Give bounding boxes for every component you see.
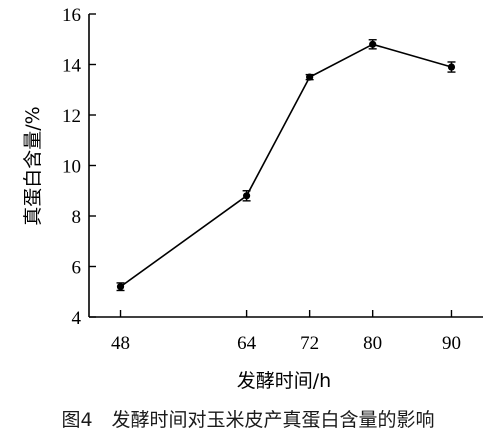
- data-point: [243, 192, 251, 200]
- y-axis-title: 真蛋白含量/%: [22, 106, 44, 225]
- series: [116, 39, 456, 292]
- y-tick-label: 16: [62, 5, 81, 26]
- ticks: 4 6 8 10 12 14 16 48 64 72 80 90: [62, 5, 461, 354]
- x-tick-label: 48: [111, 333, 130, 354]
- x-tick-label: 90: [442, 333, 461, 354]
- y-tick-label: 4: [72, 308, 82, 329]
- y-tick-label: 10: [62, 157, 81, 178]
- y-tick-label: 6: [72, 258, 82, 279]
- series-line: [120, 43, 452, 288]
- y-tick-label: 12: [62, 106, 81, 127]
- data-point: [447, 63, 456, 71]
- x-tick-label: 64: [237, 333, 257, 354]
- data-point: [306, 73, 314, 81]
- y-tick-label: 14: [62, 56, 82, 77]
- x-axis-title: 发酵时间/h: [237, 370, 331, 392]
- x-tick-label: 80: [363, 333, 382, 354]
- y-tick-label: 8: [72, 207, 82, 228]
- data-point: [116, 283, 125, 291]
- data-point: [369, 40, 377, 48]
- figure-caption: 图4 发酵时间对玉米皮产真蛋白含量的影响: [61, 409, 434, 431]
- x-tick-label: 72: [300, 333, 319, 354]
